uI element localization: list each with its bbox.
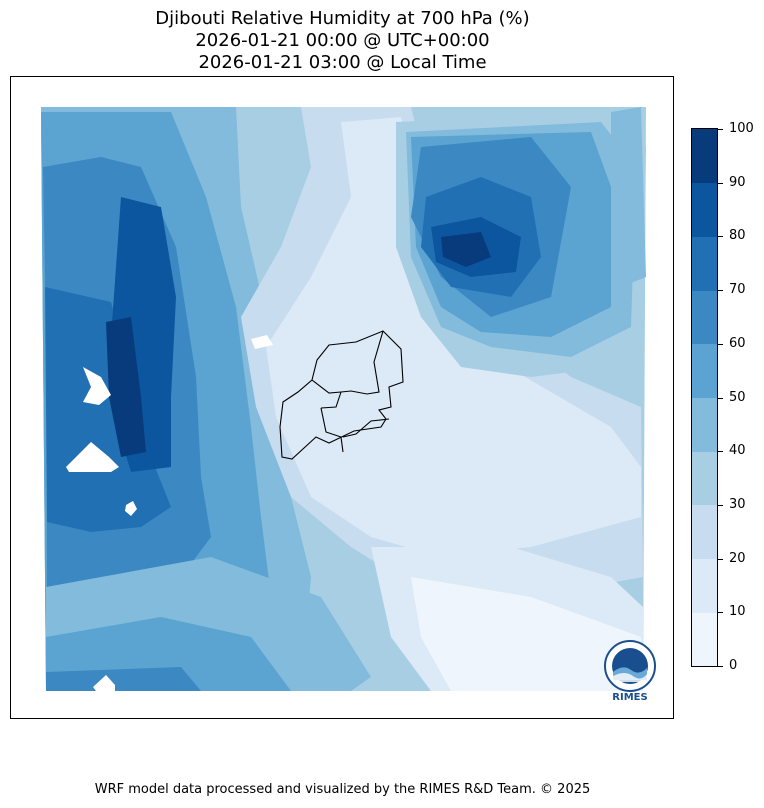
colorbar-tick [718,612,723,614]
djibouti-borders [279,330,404,460]
rimes-logo: RIMES [599,640,661,706]
colorbar-segment [692,504,717,560]
local-time: 2026-01-21 03:00 @ Local Time [198,52,487,73]
colorbar-tick [718,343,723,345]
colorbar-tick [718,451,723,453]
colorbar-tick-label: 30 [729,496,746,512]
map-frame [10,76,674,719]
colorbar-segment [692,236,717,291]
missing-data-patch [83,367,111,405]
district-border [311,330,384,395]
utc-time: 2026-01-21 00:00 @ UTC+00:00 [195,30,490,51]
colorbar-tick [718,504,723,506]
field-40-50-east [611,107,646,287]
colorbar-tick [718,129,723,130]
colorbar-segment [692,343,717,398]
field-0-10-southeast [411,577,643,691]
colorbar-tick-label: 60 [729,335,746,351]
colorbar-tick-label: 80 [729,228,746,244]
field-90-100-ne [441,232,491,267]
field-90-100-west [106,317,146,457]
missing-data-patch [125,501,137,516]
missing-data-patch [66,442,119,472]
colorbar-tick [718,182,723,184]
colorbar-tick-label: 100 [729,121,754,136]
colorbar-tick-label: 70 [729,282,746,298]
colorbar-segment [692,451,717,506]
field-60-70-south [46,667,201,691]
colorbar-segment [692,290,717,345]
colorbar-tick [718,397,723,399]
colorbar-tick [718,236,723,238]
missing-data-patch [251,335,273,349]
map-title: Djibouti Relative Humidity at 700 hPa (%… [155,8,530,29]
colorbar-tick-label: 40 [729,443,746,459]
colorbar-tick [718,290,723,292]
logo-label: RIMES [612,692,648,703]
colorbar [691,128,718,667]
district-border [320,407,344,453]
colorbar-tick-label: 0 [729,658,738,673]
colorbar-segment [692,129,717,184]
colorbar-tick-label: 50 [729,389,746,405]
colorbar-tick-label: 10 [729,604,746,620]
djibouti-outline [279,330,404,460]
colorbar-segment [692,612,717,667]
colorbar-tick [718,558,723,560]
district-border [320,391,342,409]
colorbar-tick-label: 90 [729,174,746,190]
colorbar-tick-label: 20 [729,550,746,566]
humidity-map [41,107,646,691]
colorbar-segment [692,558,717,613]
missing-data-patch [93,675,115,691]
colorbar-tick [718,666,723,667]
colorbar-segment [692,182,717,237]
colorbar-segment [692,397,717,452]
footer-credit: WRF model data processed and visualized … [94,782,591,797]
district-border [342,418,390,438]
